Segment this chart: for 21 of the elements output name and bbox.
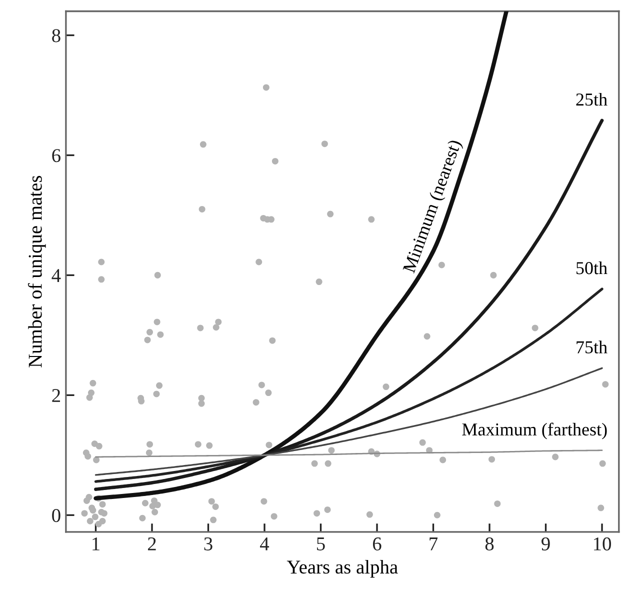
x-tick-label: 10 — [594, 537, 611, 550]
series-label: 25th — [576, 92, 608, 106]
series-label: 50th — [576, 262, 608, 274]
x-tick-label: 9 — [542, 537, 550, 550]
y-tick-label: 0 — [52, 508, 60, 522]
x-axis-title: Years as alpha — [286, 560, 398, 578]
y-axis-title: Number of unique mates — [28, 176, 46, 368]
x-tick-label: 6 — [372, 537, 382, 550]
y-tick-label: 8 — [52, 29, 60, 42]
x-tick-label: 7 — [430, 538, 438, 550]
x-tick-label: 3 — [204, 537, 212, 550]
series-label: 75th — [576, 340, 608, 354]
x-tick-label: 2 — [148, 537, 156, 550]
x-tick-label: 1 — [92, 537, 100, 550]
y-tick-label: 2 — [52, 389, 60, 402]
x-tick-label: 4 — [260, 537, 270, 550]
y-tick-label: 4 — [52, 269, 61, 282]
x-tick-label: 8 — [485, 537, 494, 550]
series-label: Maximum (farthest) — [462, 422, 607, 440]
y-tick-label: 6 — [52, 149, 60, 162]
x-tick-label: 5 — [317, 538, 325, 550]
